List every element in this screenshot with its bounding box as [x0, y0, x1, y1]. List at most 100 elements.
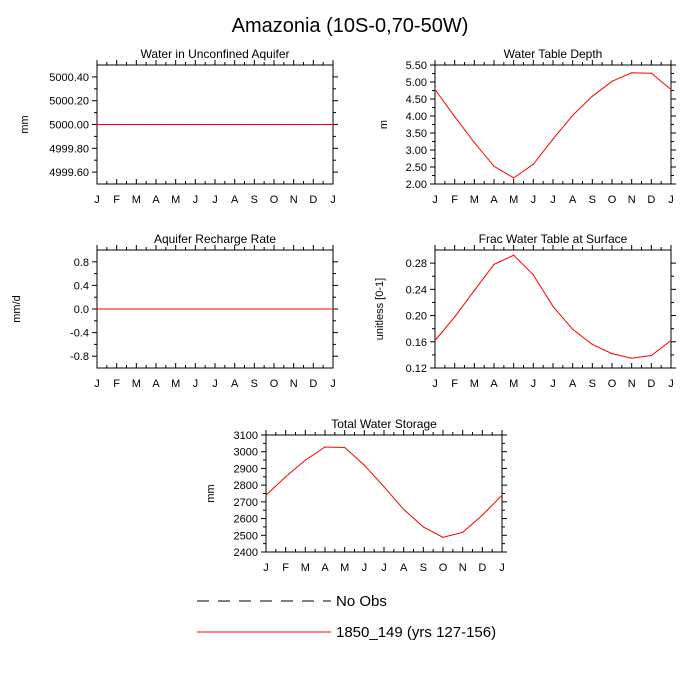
data-point: [591, 343, 593, 345]
x-tick-label: A: [231, 378, 239, 390]
data-point: [96, 308, 98, 310]
x-tick-label: M: [340, 562, 349, 574]
data-point: [285, 476, 287, 478]
data-point: [650, 72, 652, 74]
data-point: [631, 357, 633, 359]
x-tick-label: M: [171, 378, 180, 390]
data-point: [403, 508, 405, 510]
x-tick-label: J: [550, 378, 556, 390]
y-tick-label: -0.4: [70, 328, 89, 340]
x-tick-label: O: [439, 562, 448, 574]
data-point: [332, 123, 334, 126]
panel-title: Total Water Storage: [331, 417, 437, 431]
y-tick-label: 0.16: [406, 337, 427, 349]
data-point: [532, 163, 534, 165]
x-tick-label: F: [451, 194, 458, 206]
x-tick-label: J: [668, 378, 674, 390]
data-point: [473, 290, 475, 292]
data-point: [116, 123, 118, 126]
y-tick-label: -0.8: [70, 351, 89, 363]
x-tick-label: N: [628, 378, 636, 390]
data-point: [631, 72, 633, 74]
y-tick-label: 0.8: [74, 257, 89, 269]
x-tick-label: N: [459, 562, 467, 574]
x-tick-label: A: [321, 562, 329, 574]
x-tick-label: F: [282, 562, 289, 574]
data-point: [434, 339, 436, 342]
data-point: [572, 114, 574, 116]
y-tick-label: 0.0: [74, 304, 89, 316]
data-point: [442, 536, 444, 538]
x-tick-label: A: [231, 194, 239, 206]
y-tick-label: 0.24: [406, 284, 427, 296]
legend-label-model: 1850_149 (yrs 127-156): [336, 624, 496, 641]
y-tick-label: 2700: [234, 497, 258, 509]
x-tick-label: O: [608, 378, 617, 390]
data-point: [312, 308, 314, 310]
x-tick-label: J: [432, 378, 438, 390]
x-tick-label: J: [381, 562, 387, 574]
y-tick-label: 2400: [234, 547, 258, 559]
data-point: [572, 328, 574, 330]
data-point: [293, 123, 295, 126]
y-tick-label: 0.28: [406, 258, 427, 270]
data-point: [234, 308, 236, 310]
x-tick-label: J: [499, 562, 505, 574]
x-tick-label: O: [270, 378, 279, 390]
x-tick-label: A: [569, 378, 577, 390]
data-point: [532, 274, 534, 276]
x-tick-label: M: [509, 194, 518, 206]
x-tick-label: D: [647, 378, 655, 390]
x-tick-label: D: [309, 194, 317, 206]
y-tick-label: 2900: [234, 463, 258, 475]
data-point: [670, 339, 672, 342]
x-tick-label: F: [451, 378, 458, 390]
data-point: [293, 308, 295, 310]
y-tick-label: 2800: [234, 480, 258, 492]
x-tick-label: O: [608, 194, 617, 206]
x-tick-label: A: [569, 194, 577, 206]
data-point: [552, 138, 554, 140]
x-tick-label: S: [251, 194, 258, 206]
x-tick-label: N: [290, 194, 298, 206]
x-tick-label: J: [668, 194, 674, 206]
data-point: [234, 123, 236, 126]
x-tick-label: M: [132, 194, 141, 206]
x-tick-label: J: [263, 562, 269, 574]
data-point: [214, 123, 216, 126]
x-tick-label: N: [628, 194, 636, 206]
y-tick-label: 3000: [234, 447, 258, 459]
data-point: [363, 464, 365, 466]
series-line: [265, 446, 503, 538]
y-tick-label: 2600: [234, 514, 258, 526]
y-tick-label: 5000.20: [49, 96, 89, 108]
x-tick-label: J: [531, 194, 537, 206]
y-tick-label: 3.00: [406, 145, 427, 157]
data-point: [611, 352, 613, 355]
y-axis-label: mm: [19, 115, 31, 133]
data-point: [422, 526, 424, 528]
data-point: [493, 263, 495, 266]
x-tick-label: J: [94, 378, 100, 390]
x-tick-label: D: [647, 194, 655, 206]
y-tick-label: 2.50: [406, 162, 427, 174]
data-point: [611, 80, 613, 82]
y-tick-label: 0.20: [406, 311, 427, 323]
x-tick-label: J: [330, 194, 336, 206]
data-point: [175, 123, 177, 126]
data-point: [591, 95, 593, 97]
x-tick-label: A: [490, 194, 498, 206]
x-tick-label: J: [193, 378, 199, 390]
x-tick-label: A: [152, 194, 160, 206]
y-tick-label: 0.12: [406, 363, 427, 375]
x-tick-label: M: [470, 194, 479, 206]
data-point: [501, 494, 503, 496]
y-axis-label: mm: [205, 484, 217, 502]
data-point: [253, 308, 255, 310]
data-point: [135, 123, 137, 126]
